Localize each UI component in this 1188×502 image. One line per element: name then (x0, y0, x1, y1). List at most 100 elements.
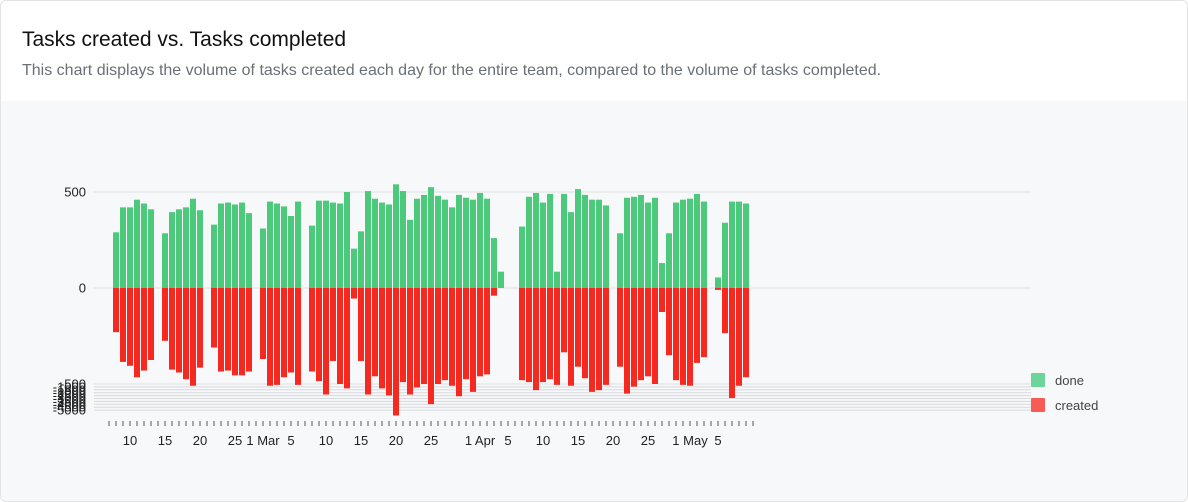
bar-created[interactable] (274, 288, 280, 385)
bar-created[interactable] (246, 288, 252, 372)
bar-done[interactable] (470, 199, 476, 288)
bar-done[interactable] (190, 198, 196, 288)
bar-done[interactable] (225, 202, 231, 288)
bar-created[interactable] (470, 288, 476, 392)
bar-created[interactable] (428, 288, 434, 405)
bar-created[interactable] (365, 288, 371, 395)
bar-created[interactable] (603, 288, 609, 385)
bar-created[interactable] (652, 288, 658, 384)
bar-created[interactable] (631, 288, 637, 387)
bar-done[interactable] (519, 226, 525, 288)
bar-created[interactable] (176, 288, 182, 373)
bar-created[interactable] (729, 288, 735, 398)
bar-created[interactable] (526, 288, 532, 383)
bar-created[interactable] (463, 288, 469, 380)
bar-created[interactable] (288, 288, 294, 373)
bar-created[interactable] (197, 288, 203, 368)
bar-done[interactable] (722, 222, 728, 288)
bar-done[interactable] (372, 198, 378, 288)
bar-created[interactable] (624, 288, 630, 394)
bar-created[interactable] (232, 288, 238, 376)
bar-done[interactable] (288, 216, 294, 288)
bar-done[interactable] (659, 263, 665, 288)
bar-created[interactable] (645, 288, 651, 377)
bar-created[interactable] (225, 288, 231, 371)
bar-done[interactable] (113, 232, 119, 288)
bar-done[interactable] (386, 204, 392, 288)
bar-done[interactable] (463, 197, 469, 288)
bar-created[interactable] (456, 288, 462, 397)
bar-created[interactable] (120, 288, 126, 362)
bar-done[interactable] (540, 202, 546, 288)
bar-created[interactable] (113, 288, 119, 333)
bar-done[interactable] (547, 193, 553, 288)
bar-created[interactable] (715, 288, 721, 290)
bar-created[interactable] (568, 288, 574, 386)
bar-created[interactable] (260, 288, 266, 360)
bar-done[interactable] (603, 205, 609, 288)
bar-done[interactable] (134, 199, 140, 288)
legend-label-done[interactable]: done (1055, 373, 1084, 388)
bar-done[interactable] (169, 212, 175, 288)
bar-created[interactable] (372, 288, 378, 377)
bar-created[interactable] (141, 288, 147, 371)
bar-done[interactable] (358, 231, 364, 288)
bar-created[interactable] (183, 288, 189, 380)
bar-created[interactable] (309, 288, 315, 372)
bar-done[interactable] (414, 198, 420, 288)
bar-done[interactable] (666, 233, 672, 288)
bar-created[interactable] (673, 288, 679, 381)
bar-done[interactable] (743, 203, 749, 288)
bar-created[interactable] (421, 288, 427, 384)
bar-done[interactable] (533, 192, 539, 288)
bar-done[interactable] (575, 189, 581, 288)
bar-created[interactable] (582, 288, 588, 379)
bar-done[interactable] (442, 199, 448, 288)
bar-done[interactable] (351, 248, 357, 288)
bar-done[interactable] (141, 203, 147, 288)
bar-created[interactable] (687, 288, 693, 386)
bar-done[interactable] (477, 192, 483, 288)
bar-created[interactable] (400, 288, 406, 383)
bar-created[interactable] (680, 288, 686, 385)
bar-created[interactable] (281, 288, 287, 378)
bar-created[interactable] (666, 288, 672, 356)
bar-done[interactable] (246, 213, 252, 288)
bar-done[interactable] (645, 202, 651, 288)
bar-created[interactable] (169, 288, 175, 370)
bar-done[interactable] (624, 197, 630, 288)
bar-created[interactable] (323, 288, 329, 395)
bar-done[interactable] (715, 277, 721, 288)
bar-done[interactable] (337, 203, 343, 288)
bar-created[interactable] (162, 288, 168, 341)
bar-done[interactable] (652, 197, 658, 288)
bar-created[interactable] (211, 288, 217, 348)
bar-done[interactable] (407, 219, 413, 288)
bar-done[interactable] (365, 191, 371, 288)
bar-created[interactable] (694, 288, 700, 363)
bar-done[interactable] (701, 201, 707, 288)
bar-created[interactable] (484, 288, 490, 375)
bar-done[interactable] (680, 199, 686, 288)
bar-done[interactable] (589, 199, 595, 288)
bar-created[interactable] (379, 288, 385, 389)
bar-done[interactable] (260, 228, 266, 288)
bar-created[interactable] (589, 288, 595, 392)
bar-created[interactable] (659, 288, 665, 312)
bar-done[interactable] (211, 224, 217, 288)
bar-done[interactable] (176, 209, 182, 288)
bar-done[interactable] (197, 210, 203, 288)
bar-done[interactable] (421, 194, 427, 288)
bar-created[interactable] (617, 288, 623, 367)
bar-created[interactable] (127, 288, 133, 366)
bar-created[interactable] (701, 288, 707, 358)
bar-done[interactable] (435, 195, 441, 288)
bar-done[interactable] (316, 200, 322, 288)
bar-done[interactable] (379, 202, 385, 288)
bar-created[interactable] (736, 288, 742, 386)
bar-created[interactable] (533, 288, 539, 391)
bar-created[interactable] (267, 288, 273, 386)
bar-created[interactable] (337, 288, 343, 384)
bar-created[interactable] (449, 288, 455, 386)
bar-done[interactable] (162, 233, 168, 288)
